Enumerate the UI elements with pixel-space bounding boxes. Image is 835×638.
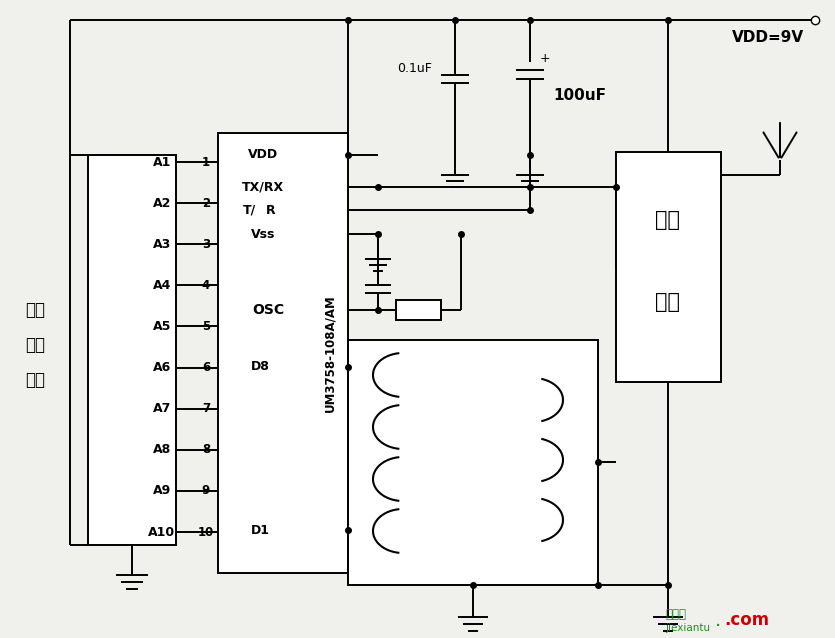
Text: 0.1uF: 0.1uF: [397, 61, 433, 75]
Text: VDD=9V: VDD=9V: [732, 31, 804, 45]
Text: 编码: 编码: [25, 336, 45, 354]
Bar: [88, 155, 176, 545]
Text: T/: T/: [243, 204, 256, 216]
Text: 9: 9: [202, 484, 210, 498]
Text: D8: D8: [250, 360, 270, 373]
Text: 7: 7: [202, 402, 210, 415]
Bar: [348, 340, 598, 585]
Bar: [616, 152, 721, 382]
Text: A6: A6: [153, 361, 171, 374]
Text: 2: 2: [202, 197, 210, 210]
Text: jiexiantu: jiexiantu: [665, 623, 710, 633]
Text: A7: A7: [153, 402, 171, 415]
Text: 6: 6: [202, 361, 210, 374]
Text: 电路: 电路: [655, 292, 681, 312]
Text: 10: 10: [198, 526, 214, 538]
Text: .com: .com: [724, 611, 769, 629]
Text: A10: A10: [149, 526, 175, 538]
Text: A2: A2: [153, 197, 171, 210]
Text: 开关: 开关: [25, 371, 45, 389]
Bar: [218, 133, 348, 573]
Text: VDD: VDD: [248, 149, 278, 161]
Text: R: R: [266, 204, 276, 216]
Text: 8: 8: [202, 443, 210, 456]
Text: A3: A3: [153, 238, 171, 251]
Text: TX/RX: TX/RX: [242, 181, 284, 193]
Text: 接线图: 接线图: [665, 609, 686, 621]
Text: A5: A5: [153, 320, 171, 333]
Text: 1: 1: [202, 156, 210, 168]
Text: 4: 4: [202, 279, 210, 292]
Text: 5: 5: [202, 320, 210, 333]
Text: A9: A9: [153, 484, 171, 498]
Text: OSC: OSC: [252, 303, 284, 317]
Text: UM3758-108A/AM: UM3758-108A/AM: [323, 294, 337, 412]
Text: 三态: 三态: [25, 301, 45, 319]
Text: Vss: Vss: [250, 228, 276, 241]
Text: 3: 3: [202, 238, 210, 251]
Text: +: +: [540, 52, 550, 64]
Text: D1: D1: [250, 524, 270, 537]
Text: 发射: 发射: [655, 210, 681, 230]
Text: 100uF: 100uF: [554, 87, 606, 103]
Text: A4: A4: [153, 279, 171, 292]
Bar: [396, 300, 441, 320]
Text: A1: A1: [153, 156, 171, 168]
Text: .: .: [715, 611, 721, 630]
Text: A8: A8: [153, 443, 171, 456]
